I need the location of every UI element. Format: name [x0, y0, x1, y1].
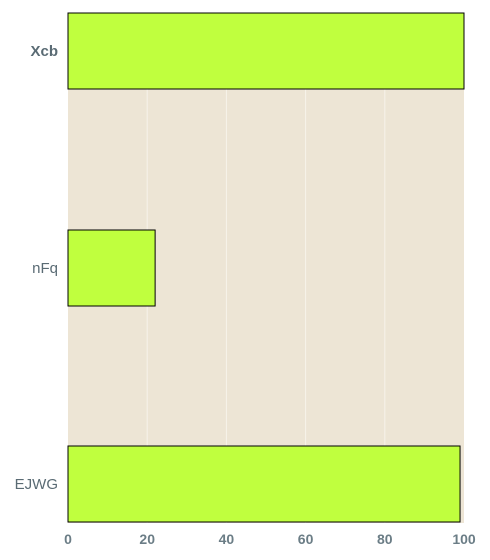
- y-category-label: nFq: [32, 260, 58, 277]
- y-category-label: Xcb: [30, 43, 58, 60]
- grid-lines: [146, 13, 386, 523]
- x-tick-label: 60: [298, 531, 314, 547]
- x-tick-label: 80: [377, 531, 393, 547]
- x-tick-label: 100: [452, 531, 476, 547]
- bar-nfq: [67, 229, 156, 307]
- bar-xcb: [67, 12, 465, 90]
- y-category-label: EJWG: [15, 476, 58, 493]
- x-tick-label: 0: [64, 531, 72, 547]
- x-tick-label: 20: [139, 531, 155, 547]
- bars: [67, 12, 465, 523]
- x-axis-ticks: 0 20 40 60 80 100: [64, 531, 476, 547]
- bar-ejwg: [67, 445, 461, 523]
- x-tick-label: 40: [219, 531, 235, 547]
- y-axis-categories: Xcb nFq EJWG: [15, 43, 58, 493]
